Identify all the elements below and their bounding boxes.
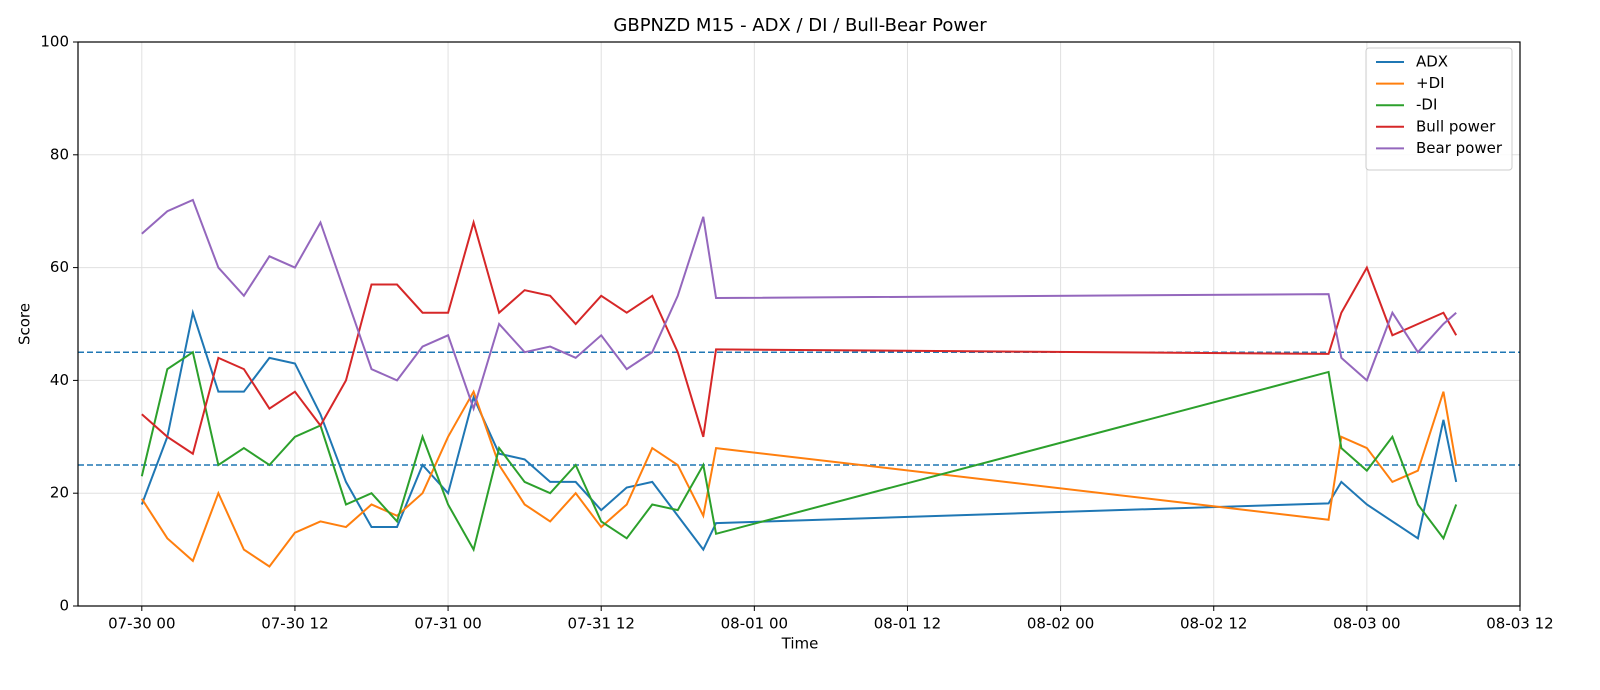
series-line xyxy=(141,218,1458,456)
y-tick-label: 80 xyxy=(50,145,69,163)
x-tick-label: 08-02 00 xyxy=(1027,615,1094,633)
y-tick-label: 100 xyxy=(40,33,69,51)
x-tick-label: 07-30 12 xyxy=(261,615,328,633)
y-tick-label: 40 xyxy=(50,371,69,389)
x-axis-label: Time xyxy=(781,635,819,653)
legend-box xyxy=(1365,47,1513,171)
x-tick-label: 08-01 00 xyxy=(721,615,788,633)
legend-label: -DI xyxy=(1416,96,1437,114)
legend-label: ADX xyxy=(1416,53,1448,71)
x-tick-label: 08-02 12 xyxy=(1180,615,1247,633)
x-tick-label: 07-31 00 xyxy=(414,615,481,633)
y-tick-label: 60 xyxy=(50,258,69,276)
series-line xyxy=(140,308,1458,552)
series-line xyxy=(140,389,1458,568)
y-tick-label: 20 xyxy=(50,484,69,502)
legend-label: +DI xyxy=(1416,74,1445,92)
y-axis-label: Score xyxy=(16,303,34,345)
y-tick-label: 0 xyxy=(59,597,69,615)
plot-frame xyxy=(77,41,1521,607)
x-tick-label: 08-03 00 xyxy=(1333,615,1400,633)
legend-label: Bull power xyxy=(1416,117,1496,135)
legend-label: Bear power xyxy=(1416,139,1503,157)
x-tick-label: 07-30 00 xyxy=(108,615,175,633)
series-line xyxy=(140,350,1458,553)
x-tick-label: 08-01 12 xyxy=(874,615,941,633)
series-line xyxy=(141,198,1457,412)
x-tick-label: 07-31 12 xyxy=(567,615,634,633)
x-tick-label: 08-03 12 xyxy=(1486,615,1553,633)
chart-title: GBPNZD M15 - ADX / DI / Bull-Bear Power xyxy=(613,15,987,36)
